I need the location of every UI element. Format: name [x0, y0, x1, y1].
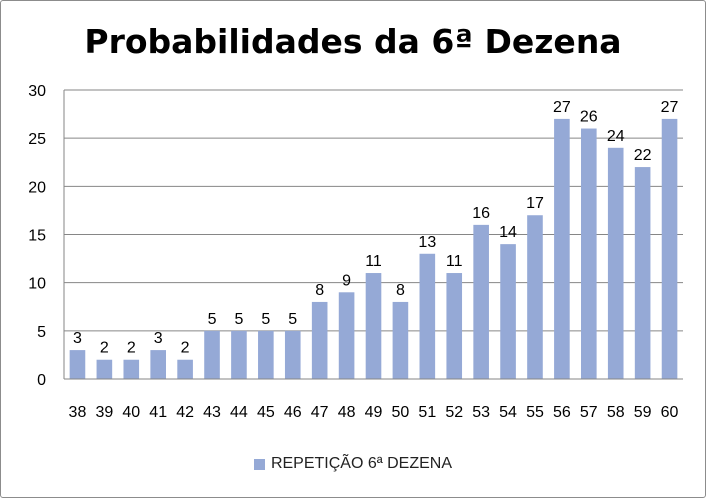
- bar: [500, 244, 516, 379]
- chart-legend: REPETIÇÃO 6ª DEZENA: [0, 455, 706, 473]
- data-label: 3: [154, 330, 163, 347]
- y-tick-label: 15: [28, 228, 46, 245]
- x-tick-label: 48: [338, 404, 356, 421]
- x-tick-label: 43: [203, 404, 221, 421]
- x-tick-label: 39: [95, 404, 113, 421]
- data-label: 8: [396, 282, 405, 299]
- data-label: 5: [208, 311, 217, 328]
- data-label: 2: [127, 340, 136, 357]
- x-tick-label: 51: [418, 404, 436, 421]
- legend-swatch: [253, 458, 265, 470]
- chart-title: Probabilidades da 6ª Dezena: [84, 22, 622, 61]
- bar: [661, 118, 678, 380]
- bar: [231, 330, 247, 379]
- x-tick-label: 60: [661, 404, 679, 421]
- data-label: 5: [288, 311, 297, 328]
- bar: [150, 350, 167, 379]
- bar: [473, 224, 489, 379]
- x-tick-label: 54: [499, 404, 517, 421]
- data-label: 17: [526, 195, 544, 212]
- x-tick-label: 40: [122, 404, 140, 421]
- data-label: 13: [418, 234, 436, 251]
- data-label: 24: [607, 128, 625, 145]
- bar: [258, 330, 274, 379]
- bar: [123, 359, 140, 379]
- data-label: 5: [234, 311, 243, 328]
- x-tick-label: 38: [69, 404, 87, 421]
- y-tick-label: 20: [28, 179, 46, 196]
- data-label: 5: [261, 311, 270, 328]
- x-tick-label: 56: [553, 404, 571, 421]
- data-label: 2: [181, 340, 190, 357]
- x-tick-label: 44: [230, 404, 248, 421]
- bar: [634, 167, 651, 379]
- data-label: 27: [661, 99, 679, 116]
- y-tick-label: 30: [28, 83, 46, 100]
- bar: [338, 292, 355, 379]
- bar: [419, 253, 436, 379]
- data-label: 11: [446, 253, 463, 270]
- bar: [527, 215, 543, 379]
- legend-label: REPETIÇÃO 6ª DEZENA: [270, 455, 453, 472]
- data-label: 2: [100, 340, 109, 357]
- x-tick-label: 55: [526, 404, 544, 421]
- data-label: 8: [315, 282, 324, 299]
- bar: [204, 330, 220, 379]
- bar: [607, 147, 624, 379]
- x-tick-label: 50: [392, 404, 410, 421]
- x-tick-label: 53: [472, 404, 490, 421]
- x-tick-label: 58: [607, 404, 625, 421]
- data-label: 3: [73, 330, 82, 347]
- bar: [365, 273, 382, 379]
- x-tick-label: 49: [365, 404, 383, 421]
- data-label: 11: [365, 253, 382, 270]
- bar: [177, 359, 193, 379]
- bar: [554, 118, 570, 380]
- data-label: 26: [580, 109, 598, 126]
- x-tick-label: 47: [311, 404, 329, 421]
- x-tick-label: 42: [176, 404, 194, 421]
- bar: [96, 359, 113, 379]
- y-tick-label: 0: [37, 372, 46, 389]
- x-tick-label: 45: [257, 404, 275, 421]
- bar: [69, 350, 86, 379]
- bar: [446, 273, 463, 379]
- data-label: 9: [342, 272, 351, 289]
- y-tick-label: 10: [28, 276, 46, 293]
- bar: [392, 301, 409, 379]
- x-tick-label: 41: [149, 404, 167, 421]
- y-tick-label: 25: [28, 131, 46, 148]
- data-label: 16: [472, 205, 490, 222]
- x-tick-label: 52: [445, 404, 463, 421]
- x-tick-label: 59: [634, 404, 652, 421]
- x-tick-label: 57: [580, 404, 598, 421]
- x-tick-label: 46: [284, 404, 302, 421]
- bar: [580, 128, 597, 379]
- data-label: 22: [634, 147, 652, 164]
- data-label: 27: [553, 99, 571, 116]
- data-label: 14: [499, 224, 517, 241]
- y-tick-label: 5: [37, 324, 46, 341]
- bar: [311, 301, 328, 379]
- bar: [284, 330, 301, 379]
